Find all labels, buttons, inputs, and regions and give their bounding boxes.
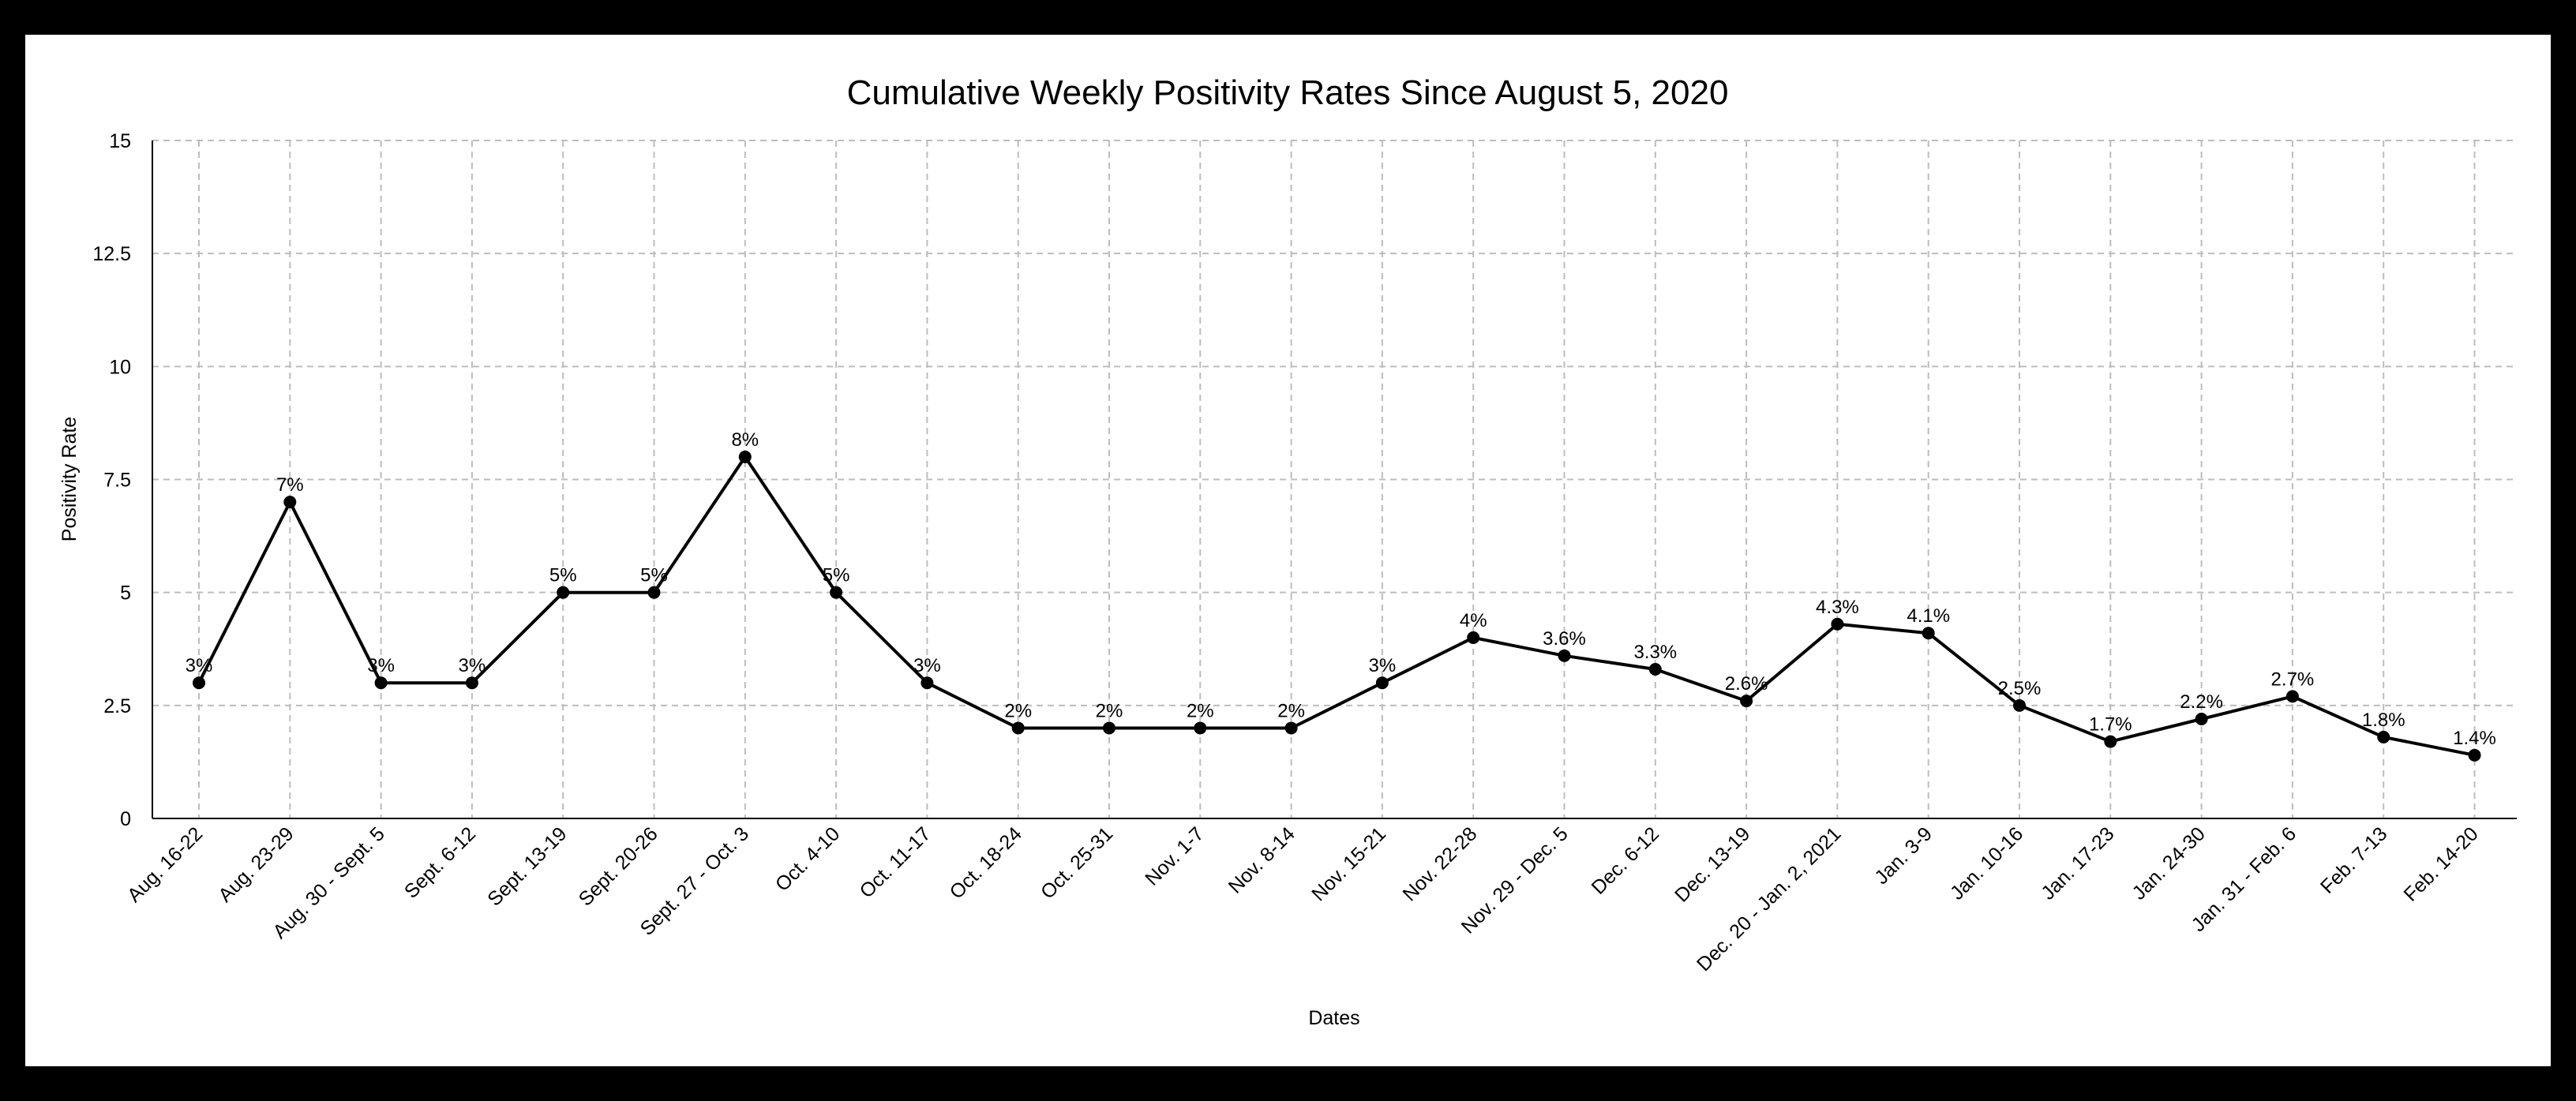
data-point [1922,627,1935,640]
data-point [2104,735,2117,748]
data-point [2013,698,2026,712]
data-label: 3% [186,655,213,676]
x-tick-label: Jan. 17-23 [2037,822,2118,904]
y-tick-label: 2.5 [103,695,131,717]
x-tick-label: Jan. 10-16 [1946,822,2027,904]
x-tick-label: Aug. 23-29 [214,822,298,906]
x-tick-label: Nov. 8-14 [1224,822,1299,897]
x-tick-label: Oct. 4-10 [771,822,845,896]
data-point [647,586,661,599]
x-tick-label: Feb. 7-13 [2316,822,2391,897]
data-label: 3% [367,655,395,676]
y-axis-ticks: 0 2.5 5 7.5 10 12.5 15 [92,130,131,830]
chart-title: Cumulative Weekly Positivity Rates Since… [847,73,1729,112]
data-label: 3.3% [1633,642,1677,663]
data-point [2285,690,2299,703]
data-point [2377,730,2390,743]
x-tick-label: Aug. 16-22 [123,822,207,906]
data-point [1831,617,1844,631]
x-tick-label: Oct. 25-31 [1037,822,1117,903]
data-point [1740,695,1753,708]
data-label: 2% [1277,700,1305,721]
series-line [197,455,2475,757]
data-point [1558,649,1571,662]
data-label: 4.1% [1907,605,1950,627]
data-label: 2.7% [2271,668,2315,690]
data-point [1284,721,1298,735]
y-tick-label: 7.5 [103,470,131,492]
data-point [1375,676,1389,690]
data-points [193,450,2481,762]
data-label: 1.4% [2453,728,2496,749]
data-label: 4.3% [1816,597,1859,618]
data-point [1648,663,1662,676]
data-point [2195,713,2208,726]
x-tick-label: Jan. 3-9 [1870,822,1937,889]
x-axis-label: Dates [1308,1007,1359,1029]
data-labels: 3% 7% 3% 3% 5% 5% 8% 5% 3% 2% 2% 2% 2% 3% 4% 3.6% 3.3% 2.… [186,429,2496,749]
x-tick-label: Oct. 11-17 [856,822,936,902]
data-point [465,676,478,690]
x-tick-label: Dec. 6-12 [1588,822,1663,898]
y-tick-label: 5 [120,582,131,605]
x-tick-label: Jan. 24-30 [2128,822,2210,904]
data-point [921,676,934,690]
y-tick-label: 10 [109,356,131,378]
x-tick-label: Dec. 13-19 [1670,822,1754,906]
data-point [374,676,388,690]
data-label: 2.5% [1998,678,2042,699]
data-label: 2% [1096,700,1123,721]
data-label: 2.2% [2180,691,2223,713]
x-tick-label: Sept. 6-12 [400,822,480,902]
data-label: 1.7% [2089,714,2132,736]
x-tick-label: Nov. 15-21 [1307,822,1390,905]
data-point [283,496,297,509]
y-axis-label: Positivity Rate [58,417,81,541]
x-tick-label: Oct. 18-24 [946,822,1026,903]
data-point [1194,721,1207,735]
data-label: 4% [1460,610,1487,631]
x-tick-label: Sept. 13-19 [483,822,571,910]
data-label: 3% [1369,655,1397,676]
data-label: 3% [459,655,486,676]
y-tick-label: 0 [120,808,131,830]
data-label: 7% [276,474,304,496]
data-point [1467,631,1480,644]
data-point [830,586,843,599]
x-tick-label: Nov. 1-7 [1141,822,1208,889]
data-label: 2% [1004,700,1032,721]
data-label: 2% [1187,700,1214,721]
x-tick-label: Feb. 14-20 [2399,822,2482,905]
y-tick-label: 12.5 [92,243,131,265]
data-label: 5% [549,565,577,586]
data-label: 1.8% [2362,710,2405,731]
data-point [2468,748,2481,762]
data-label: 8% [731,429,759,451]
y-tick-label: 15 [109,130,131,152]
data-point [193,676,205,690]
data-point [557,586,570,599]
x-tick-label: Sept. 20-26 [575,822,662,910]
data-label: 5% [823,565,850,586]
grid [152,140,2517,818]
data-point [1103,721,1116,735]
data-point [738,450,752,463]
data-label: 3.6% [1543,628,1586,650]
data-label: 2.6% [1725,673,1768,695]
data-label: 3% [913,655,941,676]
data-label: 5% [640,565,668,586]
x-tick-label: Nov. 22-28 [1398,822,1481,905]
data-point [1011,721,1025,735]
